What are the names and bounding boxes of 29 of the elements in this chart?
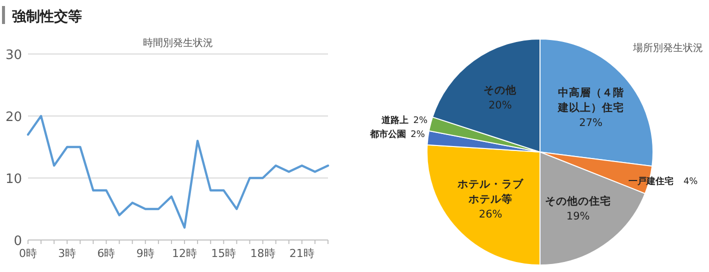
data-label: 2% [410,130,426,140]
slice-label: ホテル・ラブホテル等 [456,177,525,206]
slice-label: 都市公園 [368,128,406,140]
x-tick-label: 0時 [19,247,37,260]
x-tick-label: 15時 [211,247,236,260]
data-label: 26% [478,208,502,220]
data-label: 20% [488,100,512,112]
y-tick-label: 10 [5,172,22,187]
y-tick-label: 0 [14,234,22,249]
y-tick-label: 20 [5,110,22,125]
chart-subtitle: 時間別発生状況 [143,37,213,49]
chart-title: 場所別発生状況 [632,42,703,54]
data-label: 27% [579,117,603,130]
slice-label: その他 [484,84,518,97]
x-tick-label: 12時 [172,247,198,260]
y-tick-label: 30 [5,48,22,63]
chart-title: 強制性交等 [12,8,82,25]
x-tick-label: 6時 [97,247,116,260]
slice-label: 道路上 [380,114,409,126]
x-tick-label: 3時 [58,247,76,260]
data-label: 2% [413,116,428,126]
x-tick-label: 21時 [289,247,314,260]
data-label: 19% [566,210,590,223]
x-tick-label: 9時 [136,247,154,260]
data-label: 4% [683,177,698,188]
slice-label: 中高層（４階建以上）住宅 [556,86,625,114]
x-tick-label: 18時 [250,247,276,260]
slice-label: その他の住宅 [545,194,612,208]
line-series [26,114,330,229]
